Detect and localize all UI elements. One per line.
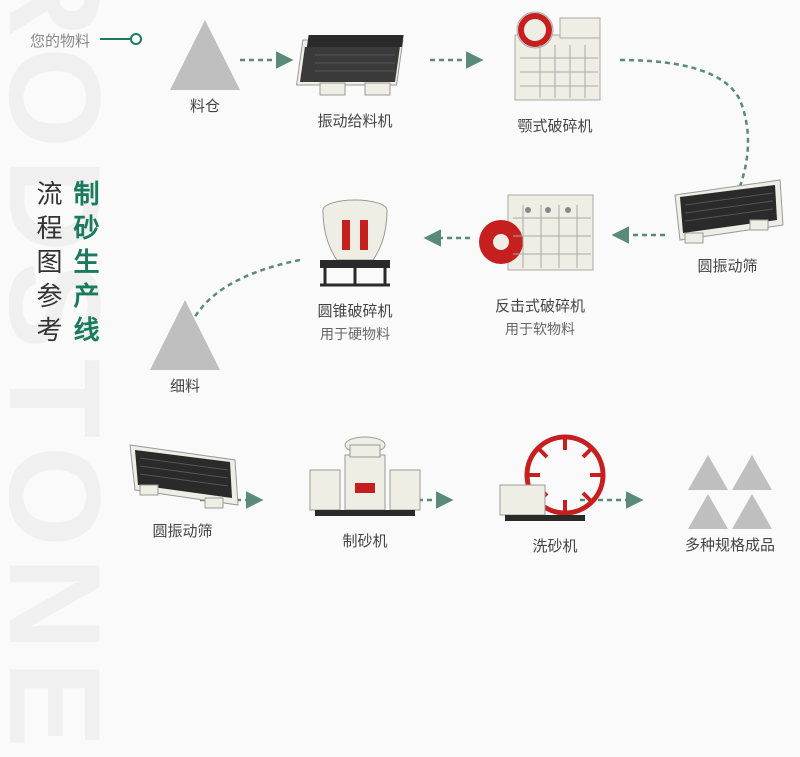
node-vibrating-screen-1: 圆振动筛 xyxy=(660,175,795,279)
intro-dot xyxy=(130,33,142,45)
node-label: 圆锥破碎机 xyxy=(280,301,430,324)
diagram-title: 制砂生产线 流程图参考 xyxy=(30,180,104,350)
node-label: 细料 xyxy=(140,376,230,399)
node-fine-material: 细料 xyxy=(140,300,230,399)
fine-material-icon xyxy=(140,300,230,370)
title-accent: 制砂生产线 xyxy=(70,180,100,350)
node-sand-maker: 制砂机 xyxy=(290,425,440,554)
title-rest: 流程图参考 xyxy=(33,180,63,350)
node-hopper: 料仓 xyxy=(160,20,250,119)
jaw-crusher-icon xyxy=(480,10,630,110)
node-label: 多种规格成品 xyxy=(670,535,790,558)
impact-crusher-icon xyxy=(460,180,620,290)
node-sand-washer: 洗砂机 xyxy=(480,430,630,559)
node-impact-crusher: 反击式破碎机 用于软物料 xyxy=(460,180,620,340)
node-cone-crusher: 圆锥破碎机 用于硬物料 xyxy=(280,185,430,345)
hopper-icon xyxy=(160,20,250,90)
watermark-text: PRODSTONE xyxy=(0,0,130,757)
node-label: 颚式破碎机 xyxy=(480,116,630,139)
node-label: 料仓 xyxy=(160,96,250,119)
node-label: 洗砂机 xyxy=(480,536,630,559)
sand-washer-icon xyxy=(480,430,630,530)
sand-maker-icon xyxy=(290,425,440,525)
node-sublabel: 用于硬物料 xyxy=(280,324,430,345)
node-label: 圆振动筛 xyxy=(660,256,795,279)
node-label: 制砂机 xyxy=(290,531,440,554)
node-sublabel: 用于软物料 xyxy=(460,319,620,340)
node-vibrating-screen-2: 圆振动筛 xyxy=(115,440,250,544)
intro-line xyxy=(100,38,130,40)
node-label: 圆振动筛 xyxy=(115,521,250,544)
node-products: 多种规格成品 xyxy=(670,455,790,558)
node-label: 反击式破碎机 xyxy=(460,296,620,319)
node-feeder: 振动给料机 xyxy=(280,25,430,134)
intro-label: 您的物料 xyxy=(30,30,90,51)
node-jaw-crusher: 颚式破碎机 xyxy=(480,10,630,139)
products-icon xyxy=(680,455,780,529)
screen-icon xyxy=(115,440,250,515)
screen-icon xyxy=(660,175,795,250)
node-label: 振动给料机 xyxy=(280,111,430,134)
feeder-icon xyxy=(280,25,430,105)
cone-crusher-icon xyxy=(280,185,430,295)
